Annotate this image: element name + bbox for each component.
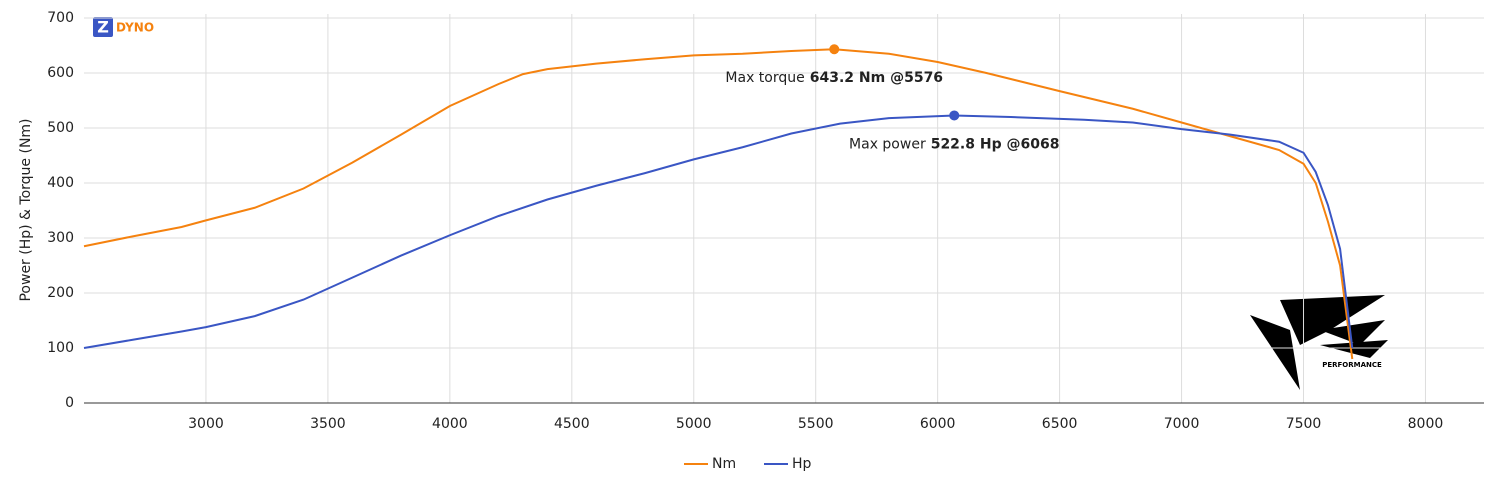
x-tick-label: 5500 <box>798 416 834 432</box>
max-marker <box>949 110 960 121</box>
y-tick-label: 700 <box>47 10 74 26</box>
x-tick-label: 8000 <box>1408 416 1444 432</box>
x-tick-label: 5000 <box>676 416 712 432</box>
series-line <box>83 48 1354 360</box>
y-tick-label: 0 <box>65 395 74 411</box>
y-tick-label: 600 <box>47 65 74 81</box>
x-tick-label: 3500 <box>310 416 346 432</box>
y-tick-label: 300 <box>47 230 74 246</box>
legend-label: Nm <box>712 456 736 472</box>
x-tick-label: 7500 <box>1286 416 1322 432</box>
x-tick-label: 3000 <box>188 416 224 432</box>
y-axis-label: Power (Hp) & Torque (Nm) <box>18 118 34 301</box>
watermark-text: PERFORMANCE <box>1322 361 1382 369</box>
logo-badge: Z <box>97 18 109 37</box>
y-tick-label: 500 <box>47 120 74 136</box>
annotation-label: Max torque <box>725 70 804 86</box>
y-tick-label: 400 <box>47 175 74 191</box>
logo-name: DYNO <box>116 21 154 35</box>
watermark-shape <box>1250 295 1388 390</box>
legend-label: Hp <box>792 456 812 472</box>
x-tick-label: 4000 <box>432 416 468 432</box>
max-annotation: Max torque 643.2 Nm @5576 <box>725 70 943 86</box>
x-tick-label: 7000 <box>1164 416 1200 432</box>
annotation-value: 522.8 Hp @6068 <box>931 136 1060 152</box>
y-tick-label: 100 <box>47 340 74 356</box>
annotation-label: Max power <box>849 136 926 152</box>
x-tick-label: 6000 <box>920 416 956 432</box>
x-tick-label: 4500 <box>554 416 590 432</box>
max-marker <box>829 44 840 55</box>
series-line <box>83 114 1354 349</box>
max-annotation: Max power 522.8 Hp @6068 <box>849 136 1059 152</box>
watermark: PERFORMANCE <box>1250 295 1388 390</box>
x-tick-label: 6500 <box>1042 416 1078 432</box>
logo-badge-bg <box>93 17 113 37</box>
annotation-value: 643.2 Nm @5576 <box>810 70 943 86</box>
y-tick-label: 200 <box>47 285 74 301</box>
